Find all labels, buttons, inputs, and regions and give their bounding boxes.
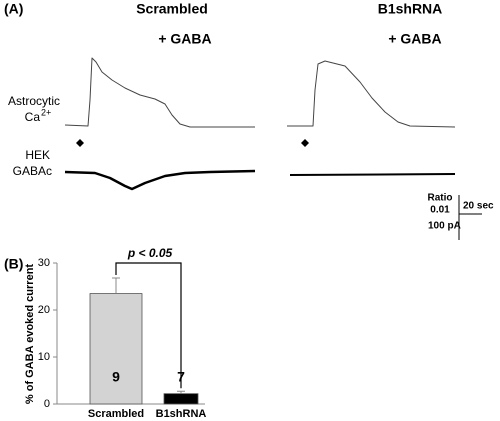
trace-label: HEK — [25, 148, 50, 162]
error-bar — [112, 277, 120, 294]
traces — [64, 57, 482, 240]
stimulus-marker — [76, 139, 309, 147]
x-tick-label: B1shRNA — [156, 408, 207, 420]
y-tick-label: 30 — [38, 257, 50, 269]
scale-label: Ratio — [428, 193, 453, 204]
trace-label-superscript: 2+ — [41, 107, 51, 117]
y-tick-label: 20 — [38, 304, 50, 316]
significance-label: p < 0.05 — [127, 246, 173, 260]
condition-treatment: + GABA — [158, 31, 211, 47]
current-trace — [64, 169, 256, 191]
sample-size: 9 — [112, 369, 120, 385]
scale-bar — [458, 195, 482, 240]
scale-label: 0.01 — [430, 205, 450, 216]
condition-treatment: + GABA — [388, 31, 441, 47]
significance-bracket — [115, 262, 182, 389]
y-tick-label: 10 — [38, 351, 50, 363]
scale-label: 100 pA — [428, 221, 461, 232]
x-tick-label: Scrambled — [88, 408, 144, 420]
scale-label: 20 sec — [463, 201, 494, 212]
calcium-trace — [287, 60, 456, 128]
calcium-trace — [64, 57, 255, 128]
trace-label: Astrocytic — [8, 94, 60, 108]
condition-title: B1shRNA — [378, 1, 443, 17]
panel-label: (A) — [4, 1, 23, 17]
trace-label: Ca — [25, 110, 41, 124]
bar — [163, 393, 199, 405]
current-trace — [289, 173, 456, 176]
y-axis-label: % of GABA evoked current — [24, 264, 36, 405]
bar — [89, 293, 143, 405]
error-bar — [177, 390, 185, 394]
y-tick-label: 0 — [44, 398, 50, 410]
condition-title: Scrambled — [136, 1, 208, 17]
trace-label: GABAc — [13, 164, 52, 178]
panel-label: (B) — [4, 256, 23, 272]
